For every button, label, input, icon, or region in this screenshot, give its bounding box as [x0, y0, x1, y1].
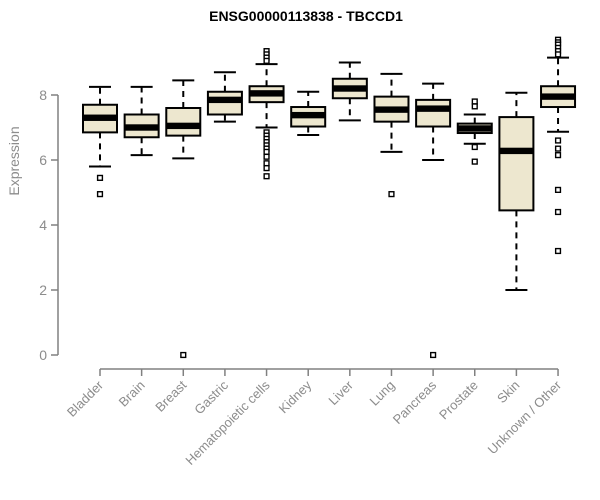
x-tick-label: Bladder [64, 377, 107, 420]
x-tick-label: Unknown / Other [485, 377, 565, 457]
box-bladder [82, 85, 118, 198]
box-hematopoietic-cells [248, 48, 285, 180]
median-line [457, 125, 492, 132]
outlier-point [471, 103, 478, 110]
box-brain [123, 85, 160, 157]
x-tick-label: Prostate [436, 378, 481, 423]
outlier-point [263, 165, 270, 172]
median-line [207, 96, 242, 104]
box-liver [331, 61, 368, 122]
outlier-point [554, 145, 562, 152]
median-line [499, 147, 534, 155]
outlier-point [554, 247, 562, 255]
outlier-point [554, 137, 562, 144]
outlier-point [388, 191, 395, 198]
y-tick-label: 6 [39, 152, 47, 168]
median-line [416, 105, 451, 112]
box-lung [373, 72, 410, 198]
box-breast [165, 79, 202, 359]
y-tick-label: 2 [39, 282, 47, 298]
outlier-point [263, 57, 270, 64]
outlier-point [471, 98, 478, 105]
outlier-point [263, 153, 270, 160]
outlier-point [430, 351, 437, 359]
y-tick-label: 4 [39, 217, 47, 233]
x-tick-label: Liver [325, 377, 356, 408]
iqr-box [415, 98, 452, 128]
x-tick-label: Breast [152, 377, 189, 414]
median-line [374, 106, 409, 113]
outlier-point [96, 174, 104, 181]
box-prostate [456, 98, 493, 165]
x-tick-label: Kidney [276, 377, 315, 416]
x-tick-label: Lung [367, 378, 398, 409]
x-tick-label: Brain [116, 378, 148, 410]
median-line [83, 114, 117, 121]
outlier-point [554, 51, 562, 58]
median-line [166, 122, 201, 130]
outlier-point [554, 186, 562, 194]
box-skin [498, 91, 535, 291]
outlier-point [471, 143, 478, 151]
y-tick-label: 0 [39, 347, 47, 363]
outlier-point [471, 158, 478, 165]
median-line [541, 93, 576, 100]
outlier-point [96, 191, 104, 198]
box-kidney [290, 90, 327, 136]
iqr-box [165, 107, 202, 137]
iqr-box [206, 90, 243, 116]
y-tick-label: 8 [39, 87, 47, 103]
iqr-box [498, 116, 535, 212]
outlier-point [554, 152, 562, 159]
box-gastric [206, 71, 243, 123]
outlier-point [263, 160, 270, 167]
median-line [291, 111, 326, 119]
median-line [249, 90, 284, 97]
box-unknown-other [540, 36, 577, 255]
box-pancreas [415, 82, 452, 359]
median-line [332, 85, 367, 92]
x-tick-label: Skin [494, 378, 522, 406]
x-tick-label: Gastric [191, 377, 231, 417]
outlier-point [263, 173, 270, 180]
x-tick-label: Pancreas [390, 377, 440, 427]
outlier-point [263, 148, 270, 155]
median-line [124, 124, 159, 131]
outlier-point [554, 208, 562, 216]
chart-title: ENSG00000113838 - TBCCD1 [209, 8, 403, 24]
outlier-point [180, 351, 187, 359]
